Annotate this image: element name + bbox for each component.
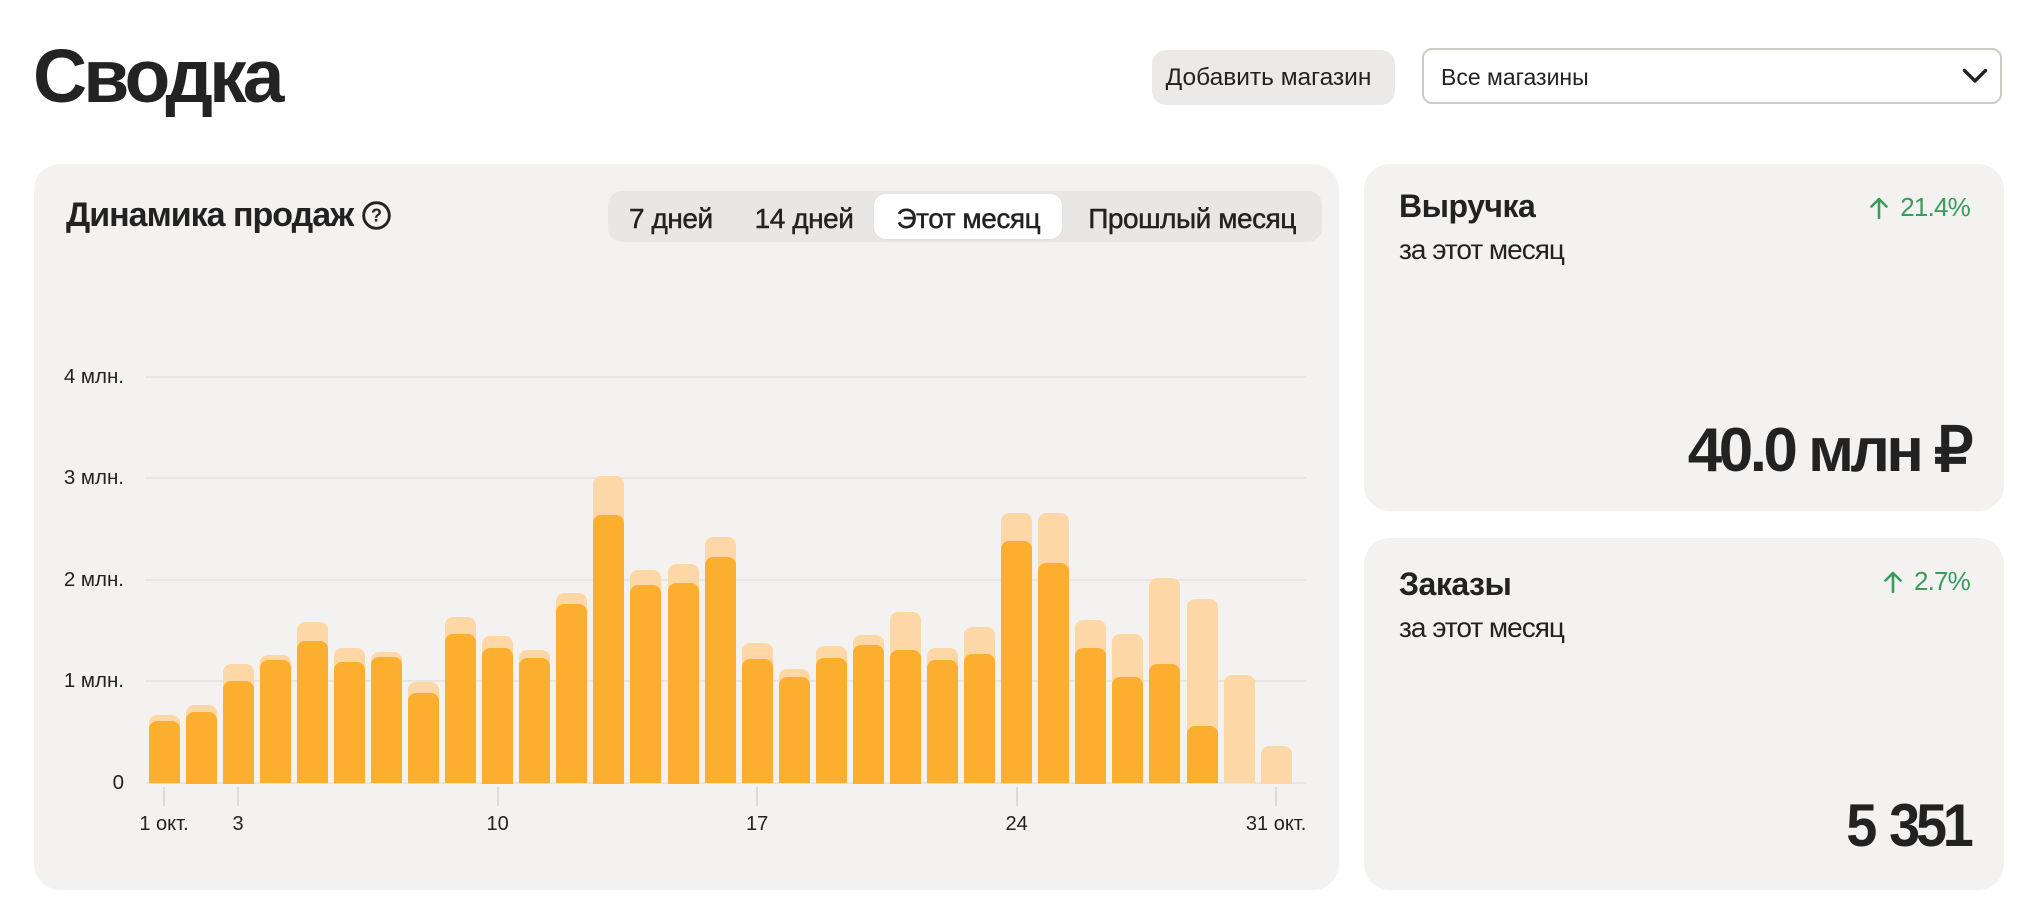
svg-text:?: ? [371,206,382,226]
